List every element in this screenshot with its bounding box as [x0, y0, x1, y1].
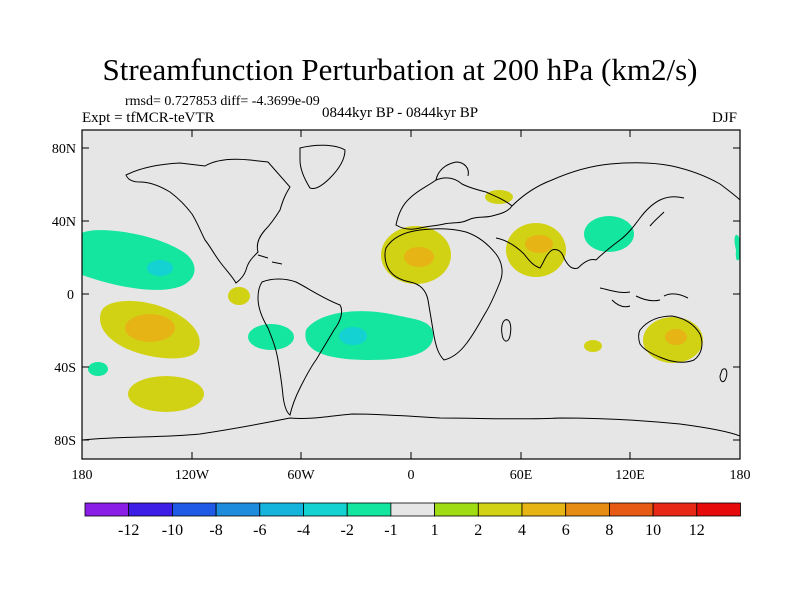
coast-indonesia [599, 287, 689, 308]
colorbar-swatch [565, 502, 610, 517]
colorbar-swatch [390, 502, 435, 517]
colorbar-label: 2 [474, 522, 482, 539]
lat-axis: 80N 40N 0 40S 80S [52, 142, 740, 449]
coast-scandinavia [435, 161, 469, 181]
stats-text: rmsd= 0.727853 diff= -4.3699e-09 [125, 94, 320, 109]
colorbar-swatch [609, 502, 654, 517]
colorbar-swatch [521, 502, 567, 517]
colorbar-label: 10 [645, 522, 661, 539]
colorbar-swatch [652, 502, 698, 517]
lat-label: 40S [54, 361, 76, 376]
coast-south-america [257, 278, 343, 416]
colorbar-label: 6 [562, 522, 570, 539]
colorbar-label: -12 [118, 522, 139, 539]
colorbar-label: -1 [384, 522, 397, 539]
coast-japan [649, 211, 665, 227]
colorbar-label: 12 [689, 522, 705, 539]
colorbar-label: 4 [518, 522, 526, 539]
lon-label: 180 [730, 468, 751, 483]
lat-label: 40N [52, 215, 76, 230]
coast-antarctica [82, 413, 740, 441]
colorbar-label: -10 [162, 522, 183, 539]
plot-title: Streamfunction Perturbation at 200 hPa (… [102, 52, 698, 87]
colorbar-swatch [84, 502, 130, 517]
coast-caribbean [257, 254, 283, 265]
coast-east-asia [595, 196, 685, 261]
anomaly-north-pacific-core [147, 260, 173, 276]
anomaly-far-south-pacific [88, 362, 108, 376]
anomaly-tropical-pacific [228, 287, 250, 305]
lat-label: 80N [52, 142, 76, 157]
colorbar-label: -8 [209, 522, 222, 539]
anomaly-south-pacific-core [125, 314, 175, 342]
anomaly-north-pacific [82, 230, 195, 290]
colorbar-swatch [434, 502, 479, 517]
lon-label: 120E [615, 468, 645, 483]
colorbar-swatch [477, 502, 523, 517]
colorbar-label: -2 [341, 522, 354, 539]
coast-australia [638, 315, 703, 363]
anomaly-layer [82, 190, 740, 412]
coastlines [82, 144, 740, 441]
lat-label: 0 [67, 288, 74, 303]
colorbar-label: 8 [605, 522, 613, 539]
anomaly-south-asia-core [525, 235, 553, 253]
season-label: DJF [712, 110, 738, 126]
colorbar-swatch [128, 502, 173, 517]
anomaly-europe [485, 190, 513, 204]
coast-greenland [299, 144, 346, 189]
experiment-label: Expt = tfMCR-teVTR [82, 110, 215, 126]
lon-label: 60E [510, 468, 533, 483]
period-label: 0844kyr BP - 0844kyr BP [322, 105, 479, 121]
anomaly-north-africa-core [404, 247, 434, 267]
coast-north-america [125, 158, 291, 284]
lon-axis: 180 120W 60W 0 60E 120E 180 [72, 130, 751, 483]
colorbar-swatch [171, 502, 217, 517]
colorbar-swatch [303, 502, 348, 517]
coast-south-asia [495, 237, 597, 269]
coast-new-zealand [719, 368, 728, 383]
colorbar-label: -6 [253, 522, 266, 539]
anomaly-east-asia [584, 216, 634, 252]
anomaly-dateline-east [734, 234, 740, 261]
anomaly-indian-ocean [584, 340, 602, 352]
coast-africa [384, 228, 503, 361]
colorbar-swatch [346, 502, 392, 517]
anomaly-south-atlantic [305, 311, 434, 360]
colorbar-swatch [259, 502, 304, 517]
colorbar-label: -4 [297, 522, 310, 539]
coast-madagascar [501, 319, 512, 342]
anomaly-australia-core [665, 329, 687, 345]
colorbar-swatch [215, 502, 261, 517]
colorbar: -12 -10 -8 -6 -4 -2 -1 1 2 4 6 8 10 12 [84, 502, 741, 539]
lon-label: 60W [287, 468, 315, 483]
coast-asia-north [511, 162, 740, 207]
lon-label: 0 [408, 468, 415, 483]
colorbar-swatch [696, 502, 741, 517]
colorbar-label: 1 [431, 522, 439, 539]
anomaly-south-atlantic-core [339, 327, 367, 345]
anomaly-southeast-pacific [128, 376, 204, 412]
lat-label: 80S [54, 434, 76, 449]
lon-label: 180 [72, 468, 93, 483]
coast-europe [395, 177, 513, 230]
lon-label: 120W [175, 468, 210, 483]
